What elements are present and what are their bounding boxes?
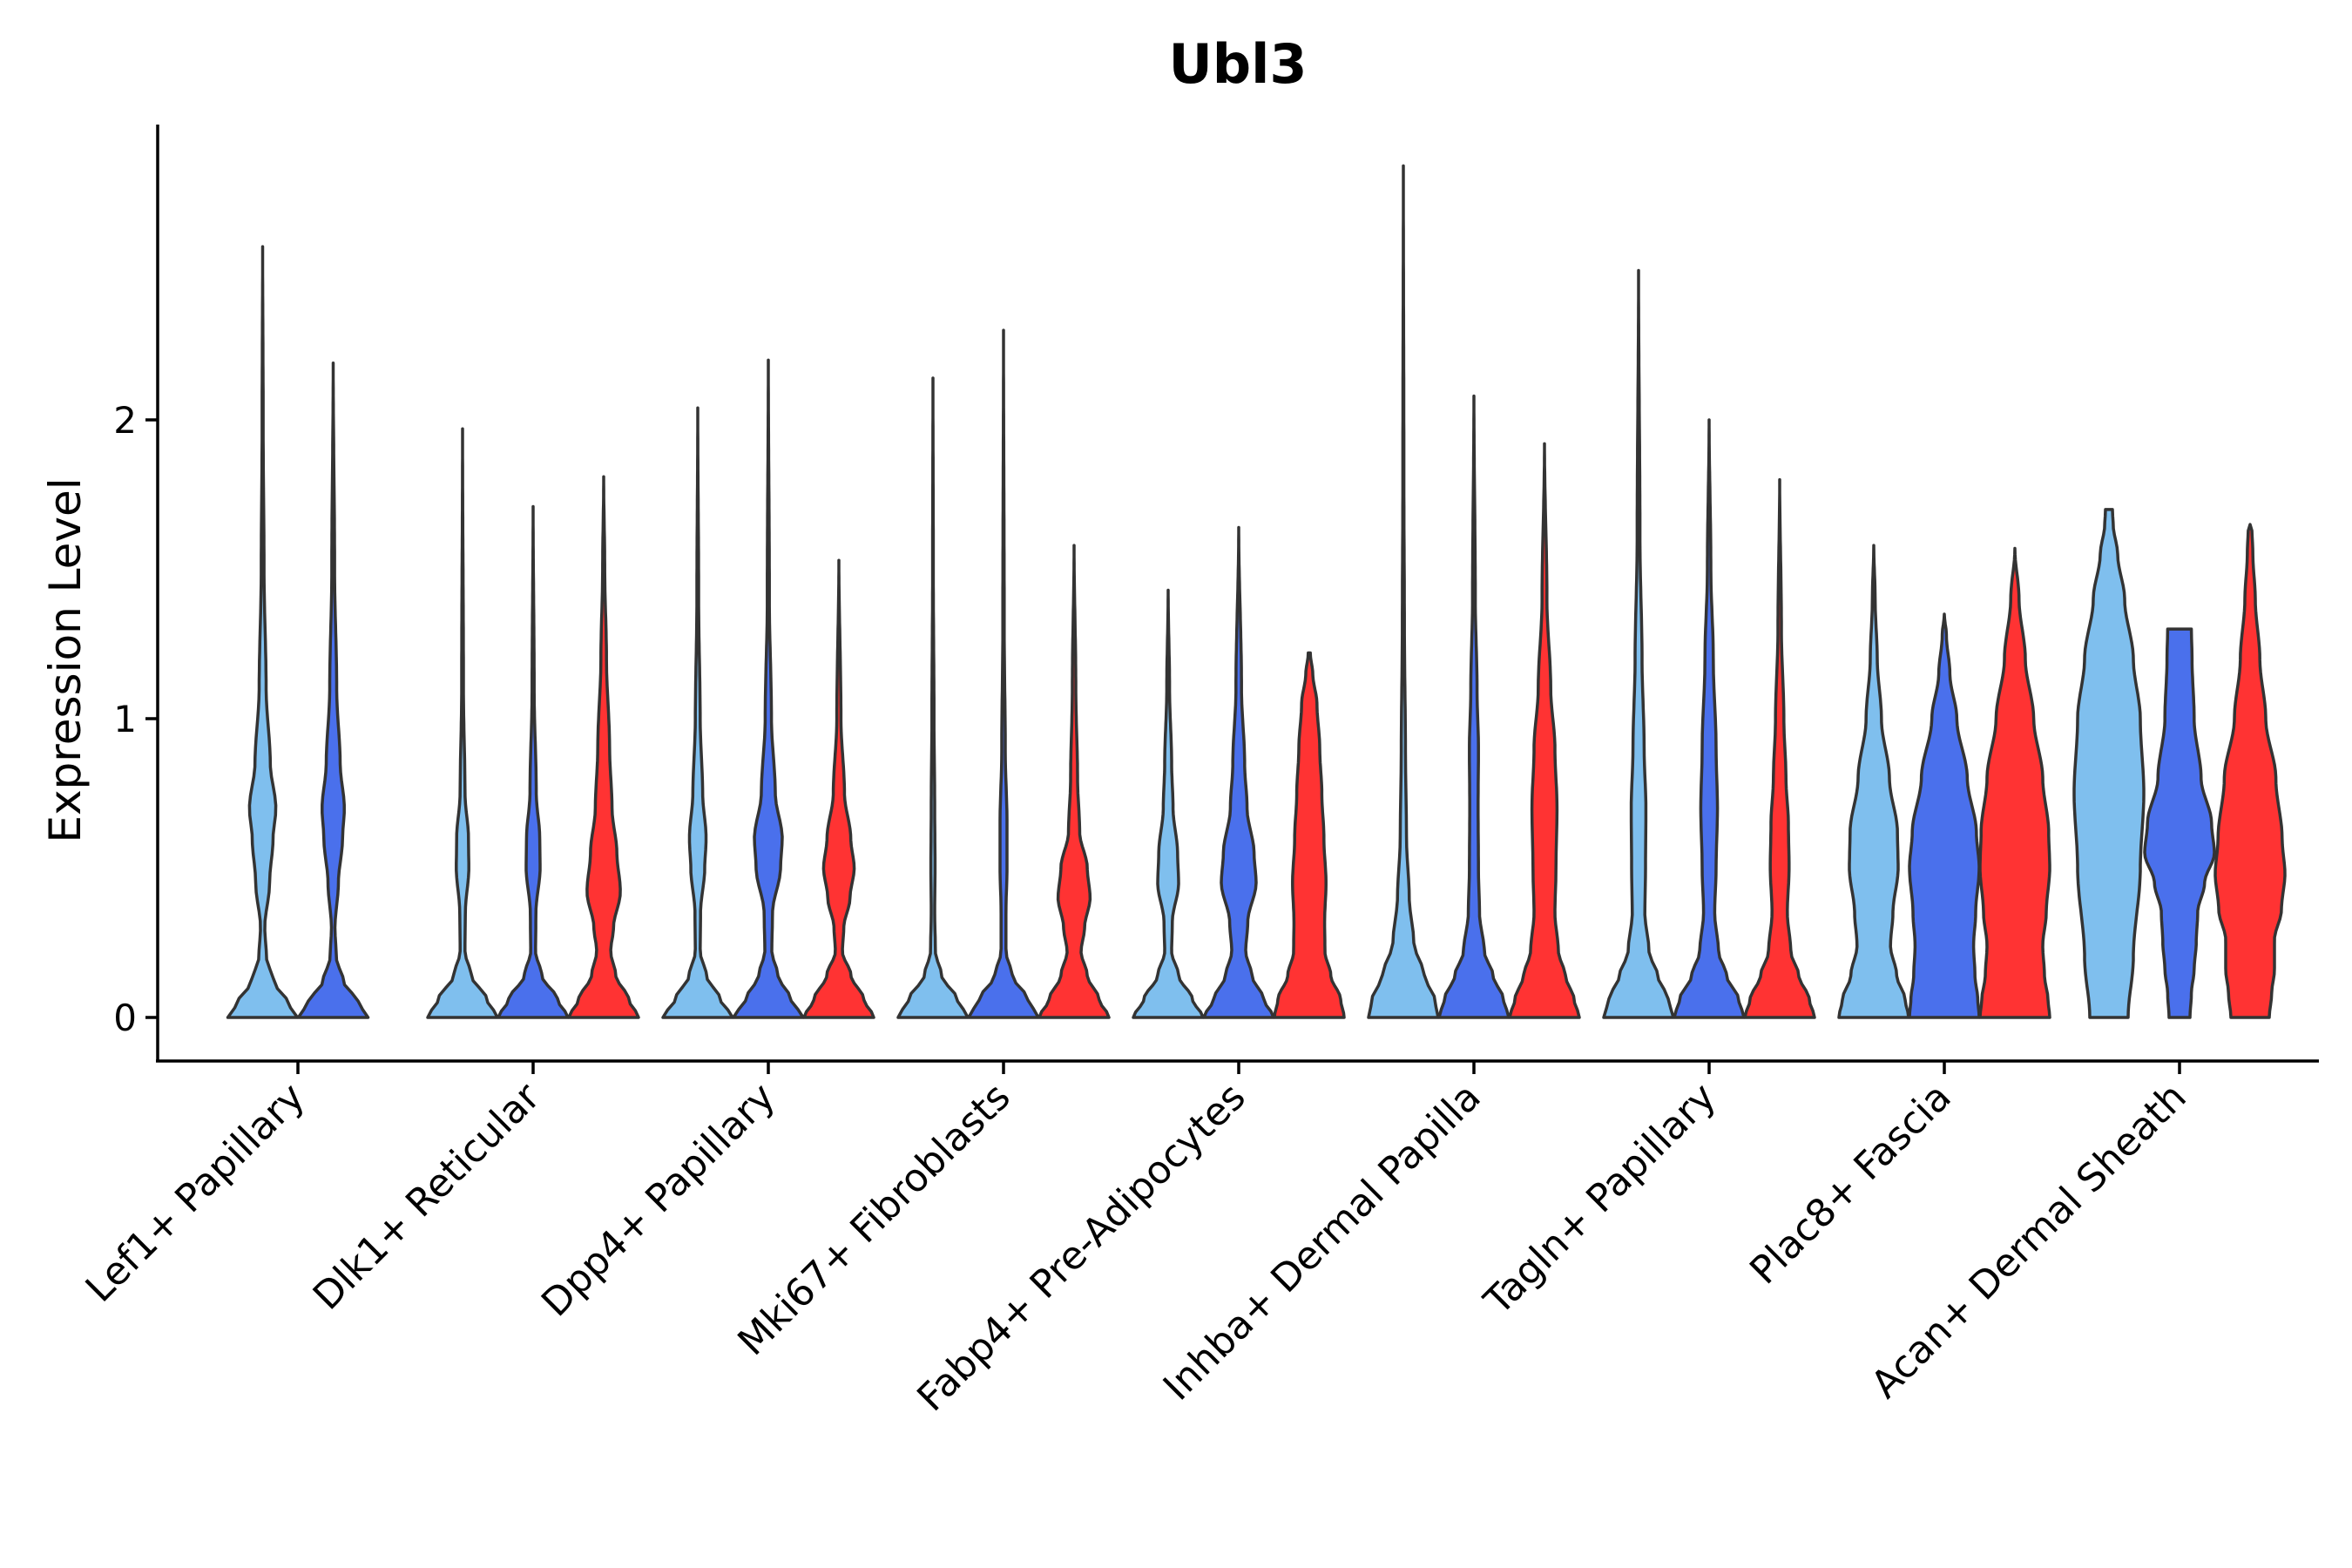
violin-9-2 [2143,627,2216,1019]
violin-6-1 [1367,164,1440,1019]
violin-4-2 [967,328,1040,1019]
y-tick-label: 1 [113,698,137,740]
violin-3-1 [661,406,734,1019]
y-axis-ticks: 0 1 2 [113,399,158,1039]
chart-title: Ubl3 [1168,32,1307,96]
x-tick-label: Dlk1+ Reticular [305,1074,550,1319]
violin-4-1 [896,376,970,1019]
violin-plot-area [226,164,2287,1019]
violin-2-1 [426,427,499,1019]
x-tick-label: Plac8+ Fascia [1741,1075,1960,1294]
violin-6-3 [1508,442,1581,1019]
violin-5-2 [1202,525,1275,1019]
y-tick-label: 0 [113,997,137,1039]
x-tick-label: Lef1+ Papillary [78,1075,314,1311]
violin-2-2 [497,504,570,1019]
violin-3-2 [732,358,805,1019]
violin-7-3 [1743,477,1816,1019]
y-tick-label: 2 [113,399,137,442]
violin-1-1 [226,245,300,1019]
x-tick-label: Tagln+ Papillary [1476,1075,1725,1324]
violin-9-3 [2213,523,2287,1019]
violin-6-2 [1437,394,1511,1019]
violin-2-3 [567,475,640,1019]
violin-5-1 [1132,588,1205,1019]
violin-8-3 [1978,546,2051,1019]
violin-4-3 [1037,544,1111,1019]
violin-7-1 [1602,268,1675,1019]
violin-7-2 [1673,418,1746,1019]
y-axis-title: Expression Level [40,477,91,842]
violin-5-3 [1273,651,1346,1019]
x-tick-label: Dpp4+ Papillary [533,1075,784,1326]
violin-8-2 [1908,612,1981,1019]
violin-3-3 [802,558,875,1019]
violin-1-2 [296,362,370,1019]
violin-8-1 [1837,544,1910,1019]
violin-9-1 [2072,508,2146,1019]
